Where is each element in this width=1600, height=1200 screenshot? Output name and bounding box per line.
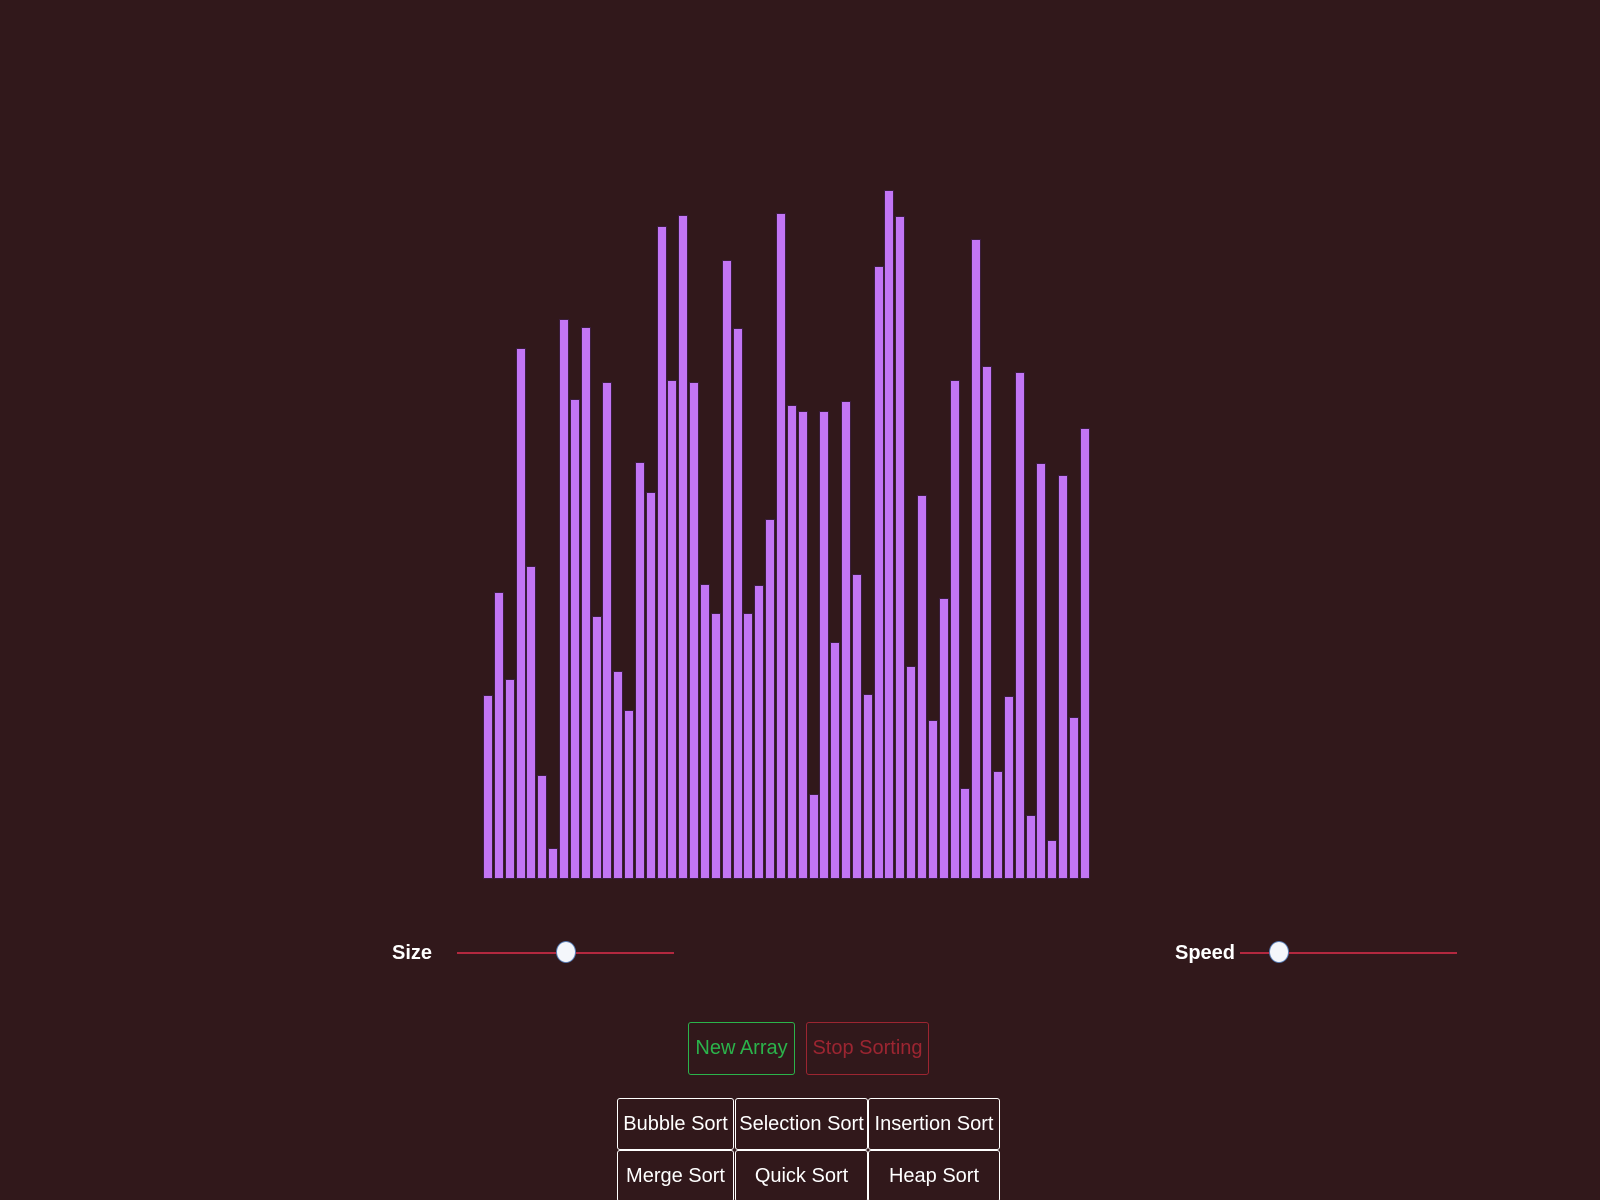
array-bar <box>1036 463 1047 879</box>
array-bar <box>732 328 743 879</box>
insertion-sort-button[interactable]: Insertion Sort <box>868 1098 1000 1150</box>
array-bar <box>656 226 667 879</box>
array-bar <box>667 380 678 879</box>
array-bar <box>710 613 721 879</box>
array-bar <box>504 679 515 879</box>
array-bar <box>873 266 884 879</box>
array-bar <box>700 584 710 879</box>
array-bar <box>1025 815 1036 879</box>
array-bar <box>689 382 700 879</box>
array-bar <box>1079 428 1090 879</box>
array-bar <box>1003 696 1014 879</box>
array-bar <box>797 411 808 879</box>
array-bar <box>808 794 819 879</box>
speed-slider-track[interactable] <box>1240 952 1457 954</box>
array-bar <box>895 216 906 879</box>
new-array-button[interactable]: New Array <box>688 1022 795 1075</box>
array-bar <box>493 592 504 879</box>
array-bar <box>645 492 656 879</box>
speed-slider[interactable] <box>1240 941 1457 965</box>
array-bar <box>1014 372 1025 879</box>
array-bar <box>558 319 569 879</box>
array-bar <box>678 215 689 879</box>
array-bar <box>537 775 548 879</box>
bubble-sort-button[interactable]: Bubble Sort <box>617 1098 734 1150</box>
selection-sort-button[interactable]: Selection Sort <box>735 1098 868 1150</box>
array-bar <box>830 642 841 879</box>
quick-sort-button[interactable]: Quick Sort <box>735 1150 868 1200</box>
array-bar <box>786 405 797 879</box>
array-bar <box>548 848 559 879</box>
array-bar <box>483 695 493 879</box>
array-bar <box>602 382 613 879</box>
array-bar <box>938 598 949 879</box>
speed-slider-thumb[interactable] <box>1269 941 1290 963</box>
array-bar <box>743 613 754 879</box>
array-bar <box>765 519 776 879</box>
array-bar <box>862 694 873 879</box>
array-bar <box>982 366 993 879</box>
size-slider[interactable] <box>457 941 674 965</box>
array-bar <box>526 566 537 879</box>
array-bar <box>721 260 732 879</box>
array-bar <box>580 327 591 879</box>
array-bar <box>1058 475 1069 879</box>
array-bar <box>613 671 624 879</box>
array-bar <box>515 348 526 879</box>
array-bar <box>591 616 602 879</box>
speed-label: Speed <box>1175 942 1236 964</box>
array-bar <box>569 399 580 879</box>
size-label: Size <box>392 942 433 964</box>
array-bar <box>971 239 982 879</box>
array-bar <box>917 495 927 879</box>
array-bar <box>1047 840 1058 879</box>
array-bar <box>949 380 960 879</box>
heap-sort-button[interactable]: Heap Sort <box>868 1150 1000 1200</box>
array-bar <box>819 411 830 879</box>
array-bar <box>1068 717 1079 879</box>
array-bar <box>851 574 862 879</box>
array-bar <box>992 771 1003 879</box>
array-bar <box>906 666 917 879</box>
array-bar <box>960 788 971 879</box>
array-bar <box>841 401 852 879</box>
array-bar <box>624 710 635 879</box>
size-slider-thumb[interactable] <box>555 941 576 963</box>
stop-sorting-button[interactable]: Stop Sorting <box>806 1022 929 1075</box>
array-bar <box>927 720 938 879</box>
array-bar <box>884 190 895 879</box>
array-bars <box>483 0 1133 879</box>
array-bar <box>634 462 645 879</box>
array-bar <box>775 213 786 879</box>
merge-sort-button[interactable]: Merge Sort <box>617 1150 734 1200</box>
array-bar <box>754 585 765 879</box>
